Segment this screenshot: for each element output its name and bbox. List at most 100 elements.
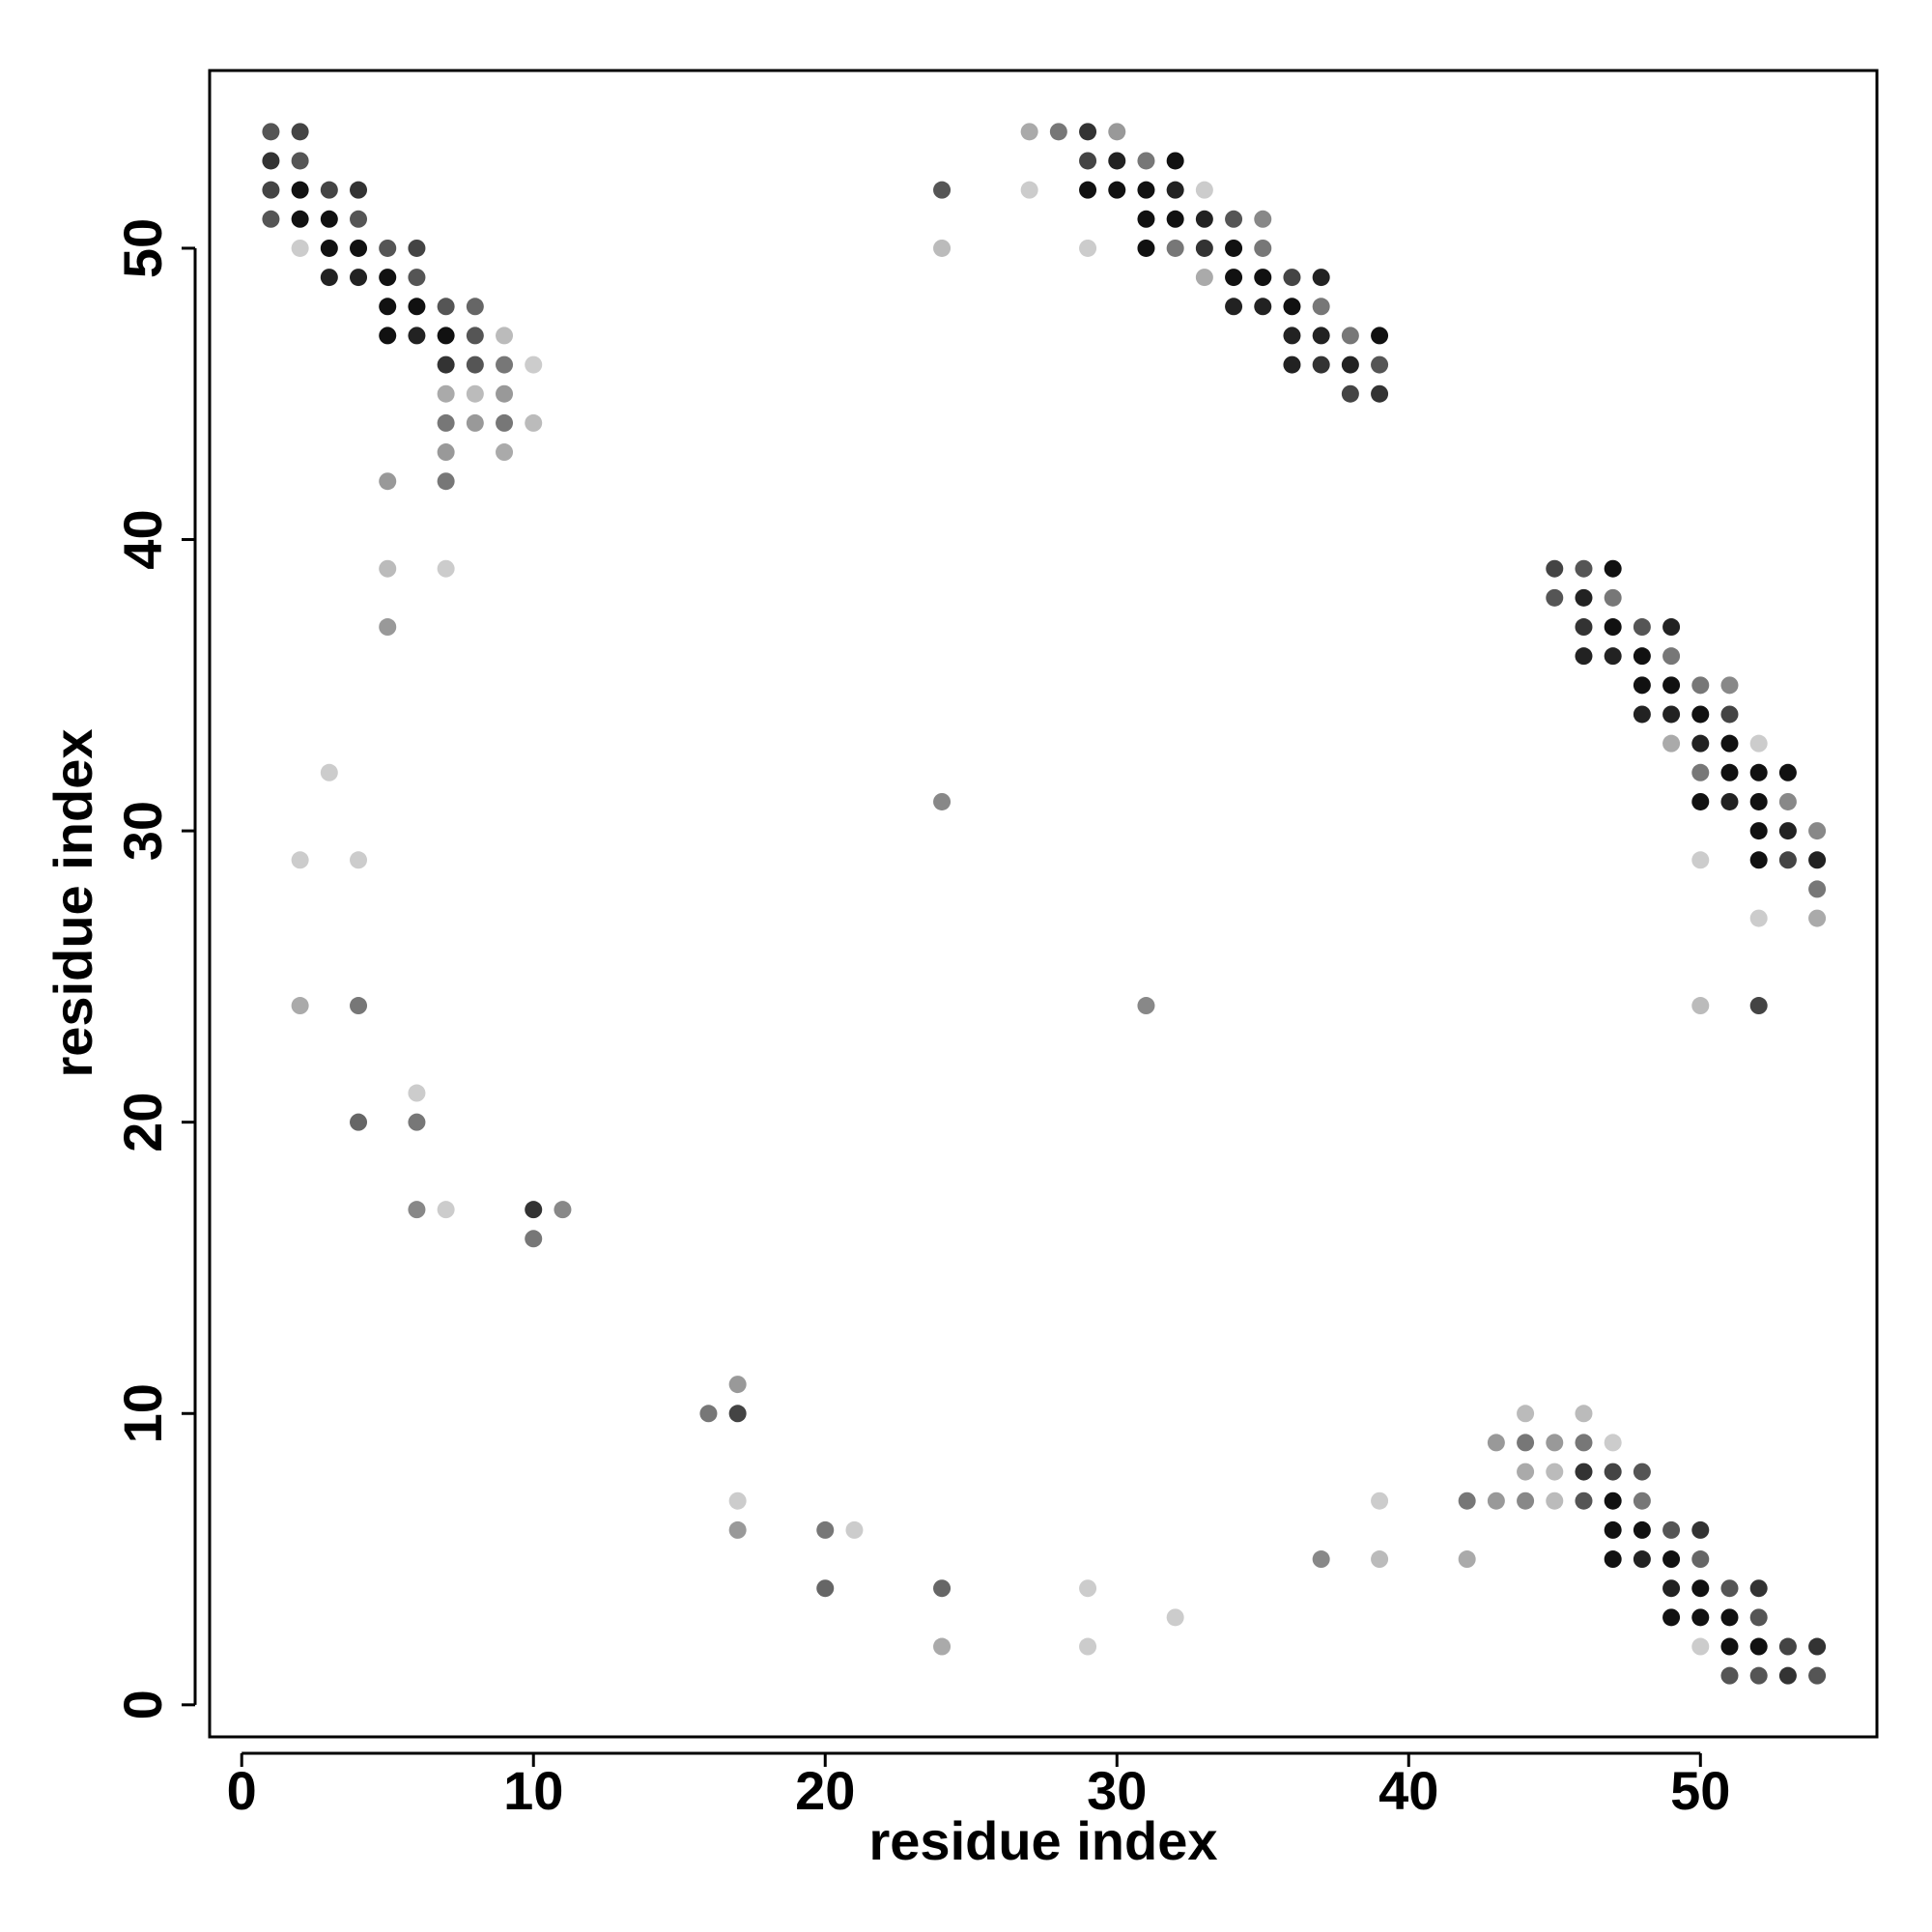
contact-point [1108, 181, 1126, 199]
contact-point [320, 181, 338, 199]
contact-point [1546, 588, 1564, 607]
contact-point [1283, 327, 1301, 345]
contact-point [728, 1405, 747, 1423]
contact-point [437, 355, 455, 374]
contact-point [1575, 1492, 1593, 1510]
contact-point [1546, 1434, 1564, 1452]
contact-point [933, 792, 952, 810]
contact-point [933, 239, 952, 257]
contact-point [379, 298, 397, 316]
contact-point [437, 413, 455, 432]
contact-point [1254, 269, 1272, 287]
contact-point [1720, 734, 1739, 753]
contact-point [1633, 1492, 1651, 1510]
contact-point [437, 298, 455, 316]
x-tick-label: 40 [1378, 1760, 1438, 1821]
x-tick-label: 50 [1670, 1760, 1730, 1821]
contact-point [1604, 588, 1622, 607]
contact-point [1283, 269, 1301, 287]
contact-point [1633, 647, 1651, 666]
contact-point [1225, 210, 1243, 228]
contact-point [1312, 1550, 1330, 1569]
contact-point [408, 239, 426, 257]
contact-point [437, 1201, 455, 1219]
contact-point [699, 1405, 718, 1423]
contact-point [496, 443, 514, 462]
contact-point [1604, 647, 1622, 666]
contact-point [1720, 1637, 1739, 1656]
contact-point [262, 181, 280, 199]
contact-point [1749, 851, 1768, 869]
contact-point [291, 851, 309, 869]
plot-frame [208, 69, 1879, 1739]
contact-point [1778, 1666, 1797, 1685]
contact-point [408, 1201, 426, 1219]
contact-point [379, 269, 397, 287]
contact-point [1633, 676, 1651, 695]
contact-point [1604, 1520, 1622, 1539]
contact-point [1691, 1579, 1710, 1598]
contact-point [1720, 1579, 1739, 1598]
contact-point [1312, 269, 1330, 287]
contact-point [1749, 1637, 1768, 1656]
contact-point [262, 123, 280, 141]
contact-point [291, 123, 309, 141]
contact-point [1195, 239, 1213, 257]
contact-point [1720, 1666, 1739, 1685]
contact-point [291, 152, 309, 170]
contact-point [933, 1637, 952, 1656]
contact-point [291, 239, 309, 257]
contact-point [1778, 792, 1797, 810]
contact-point [1633, 1520, 1651, 1539]
contact-point [496, 413, 514, 432]
contact-point [1662, 1579, 1681, 1598]
contact-point [816, 1520, 835, 1539]
contact-point [1662, 1520, 1681, 1539]
contact-point [291, 181, 309, 199]
contact-point [1341, 384, 1359, 403]
contact-point [1225, 269, 1243, 287]
contact-point [728, 1376, 747, 1394]
contact-point [1517, 1434, 1535, 1452]
contact-point [1079, 123, 1097, 141]
contact-point [1371, 1550, 1389, 1569]
contact-point [1749, 1608, 1768, 1627]
contact-point [1691, 1550, 1710, 1569]
contact-point [1079, 1579, 1097, 1598]
contact-point [1749, 997, 1768, 1015]
contact-point [350, 997, 368, 1015]
contact-point [291, 210, 309, 228]
contact-point [1662, 676, 1681, 695]
contact-point [1720, 792, 1739, 810]
contact-point [1575, 647, 1593, 666]
contact-point [1254, 239, 1272, 257]
contact-point [1778, 763, 1797, 781]
contact-point [1312, 327, 1330, 345]
contact-point [554, 1201, 572, 1219]
contact-point [1633, 1463, 1651, 1481]
contact-point [1283, 298, 1301, 316]
contact-point [1662, 705, 1681, 724]
contact-point [437, 559, 455, 578]
contact-point [1195, 210, 1213, 228]
contact-point [1137, 181, 1155, 199]
contact-point [728, 1520, 747, 1539]
contact-point [1633, 705, 1651, 724]
y-tick-label: 50 [112, 218, 173, 278]
contact-point [320, 269, 338, 287]
contact-point [320, 239, 338, 257]
contact-point [1691, 997, 1710, 1015]
contact-point [466, 413, 484, 432]
contact-point [1749, 822, 1768, 840]
contact-point [437, 384, 455, 403]
contact-point [379, 239, 397, 257]
contact-point [1633, 618, 1651, 637]
contact-point [1749, 792, 1768, 810]
contact-point [1517, 1405, 1535, 1423]
contact-point [1195, 269, 1213, 287]
x-tick-label: 0 [227, 1760, 257, 1821]
x-tick-label: 20 [795, 1760, 855, 1821]
contact-point [1808, 880, 1827, 898]
contact-point [1662, 1550, 1681, 1569]
